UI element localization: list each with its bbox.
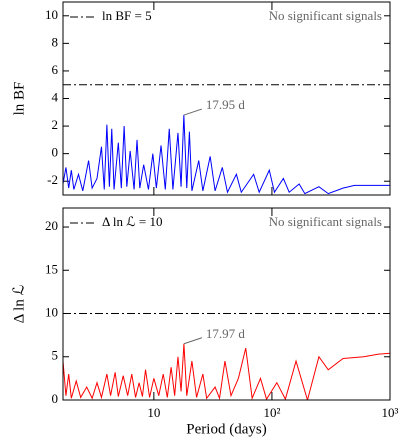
y-tick-label: 5 [52,348,59,363]
x-tick-label: 10² [263,405,280,420]
series-line [63,115,390,195]
plot-frame [62,207,391,401]
y-tick-label: -2 [47,172,58,187]
legend-label: Δ ln ℒ = 10 [102,214,162,229]
x-tick-label: 10³ [382,405,399,420]
x-axis-label: Period (days) [186,421,266,437]
note: No significant signals [269,214,382,229]
annotation-label: 17.97 d [206,326,246,341]
y-tick-label: 6 [52,62,59,77]
y-axis-label: ln BF [11,82,27,116]
y-tick-label: 4 [52,89,59,104]
annotation-label: 17.95 d [206,97,246,112]
series-line [63,343,390,400]
y-tick-label: 8 [52,34,59,49]
annotation-pointer [183,337,203,345]
y-tick-label: 0 [52,391,59,406]
y-tick-label: 2 [52,117,59,132]
y-tick-label: 0 [52,145,59,160]
y-tick-label: 10 [45,7,58,22]
y-axis-label: Δ ln ℒ [11,284,27,323]
legend-label: ln BF = 5 [102,8,152,23]
y-tick-label: 20 [45,218,58,233]
y-tick-label: 15 [45,261,58,276]
plot-frame [62,1,391,196]
x-tick-label: 10 [147,405,160,420]
y-tick-label: 10 [45,304,58,319]
annotation-pointer [183,108,203,116]
note: No significant signals [269,8,382,23]
